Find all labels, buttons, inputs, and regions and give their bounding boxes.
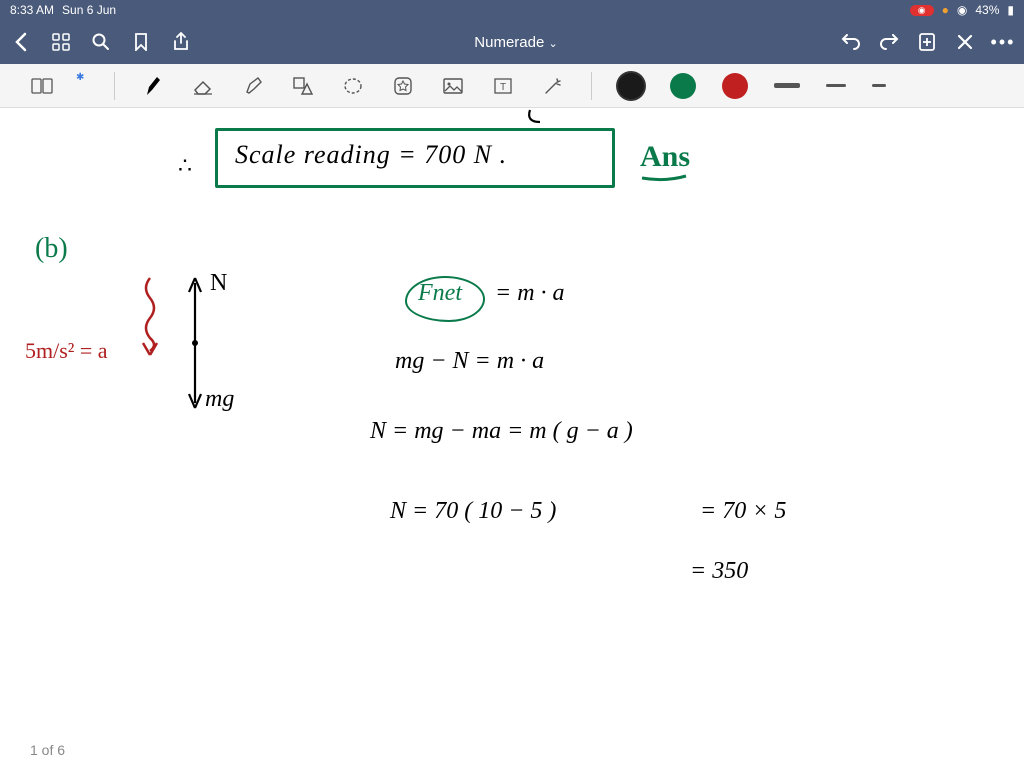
battery-shape-icon: ▮ — [1007, 3, 1014, 17]
eq4: N = 70 ( 10 − 5 ) — [390, 498, 556, 525]
therefore-symbol: ∴ — [178, 153, 192, 179]
eq5: = 350 — [690, 558, 748, 585]
grid-icon[interactable] — [50, 33, 72, 51]
sticker-tool[interactable] — [391, 74, 415, 98]
eq4b: = 70 × 5 — [700, 498, 786, 525]
note-canvas[interactable]: ∴ Scale reading = 700 N . Ans (b) N mg 5… — [0, 108, 1024, 768]
app-nav-bar: Numerade ⌄ ••• — [0, 20, 1024, 64]
svg-text:T: T — [500, 82, 506, 93]
back-button[interactable] — [10, 32, 32, 52]
toolbar-separator — [591, 72, 592, 100]
laser-tool[interactable] — [541, 74, 565, 98]
thickness-small[interactable] — [872, 84, 886, 87]
eq1-rhs: = m · a — [495, 280, 565, 307]
undo-button[interactable] — [840, 34, 862, 50]
part-b-label: (b) — [35, 233, 68, 265]
text-tool[interactable]: T — [491, 74, 515, 98]
color-swatch-black[interactable] — [618, 73, 644, 99]
page-counter: 1 of 6 — [30, 742, 65, 758]
search-icon[interactable] — [90, 33, 112, 51]
doc-title: Numerade — [474, 34, 544, 51]
drawing-toolbar: ✱ T — [0, 64, 1024, 108]
orientation-lock-icon: ● — [942, 3, 949, 17]
status-bar: 8:33 AM Sun 6 Jun ● ◉ 43% ▮ — [0, 0, 1024, 20]
force-mg-label: mg — [205, 386, 234, 413]
thickness-large[interactable] — [774, 83, 800, 88]
color-swatch-red[interactable] — [722, 73, 748, 99]
recording-indicator[interactable] — [910, 5, 934, 16]
more-icon[interactable]: ••• — [992, 32, 1014, 53]
ans-underline — [640, 173, 690, 183]
doc-title-dropdown[interactable]: Numerade ⌄ — [210, 34, 822, 51]
toolbar-separator — [114, 72, 115, 100]
eraser-tool[interactable] — [191, 74, 215, 98]
status-time: 8:33 AM — [10, 3, 54, 17]
read-mode-icon[interactable] — [30, 74, 54, 98]
highlighter-tool[interactable] — [241, 74, 265, 98]
bluetooth-icon: ✱ — [76, 72, 84, 83]
battery-icon: ◉ — [957, 3, 967, 17]
close-button[interactable] — [954, 34, 976, 50]
result-text: Scale reading = 700 N . — [235, 140, 507, 170]
pen-tool[interactable] — [141, 74, 165, 98]
color-swatch-green[interactable] — [670, 73, 696, 99]
image-tool[interactable] — [441, 74, 465, 98]
redo-button[interactable] — [878, 34, 900, 50]
status-date: Sun 6 Jun — [62, 3, 116, 17]
eq3: N = mg − ma = m ( g − a ) — [370, 418, 633, 445]
add-page-button[interactable] — [916, 32, 938, 52]
force-n-label: N — [210, 270, 227, 297]
thickness-medium[interactable] — [826, 84, 846, 88]
bookmark-icon[interactable] — [130, 33, 152, 51]
accel-value: 5m/s² = a — [25, 338, 108, 364]
shape-tool[interactable] — [291, 74, 315, 98]
battery-text: 43% — [975, 3, 999, 17]
lasso-tool[interactable] — [341, 74, 365, 98]
eq2: mg − N = m · a — [395, 348, 544, 375]
ans-label: Ans — [640, 140, 690, 174]
acceleration-arrow — [130, 273, 170, 363]
fnet-label: Fnet — [418, 280, 462, 307]
share-icon[interactable] — [170, 32, 192, 52]
chevron-down-icon: ⌄ — [549, 38, 558, 50]
